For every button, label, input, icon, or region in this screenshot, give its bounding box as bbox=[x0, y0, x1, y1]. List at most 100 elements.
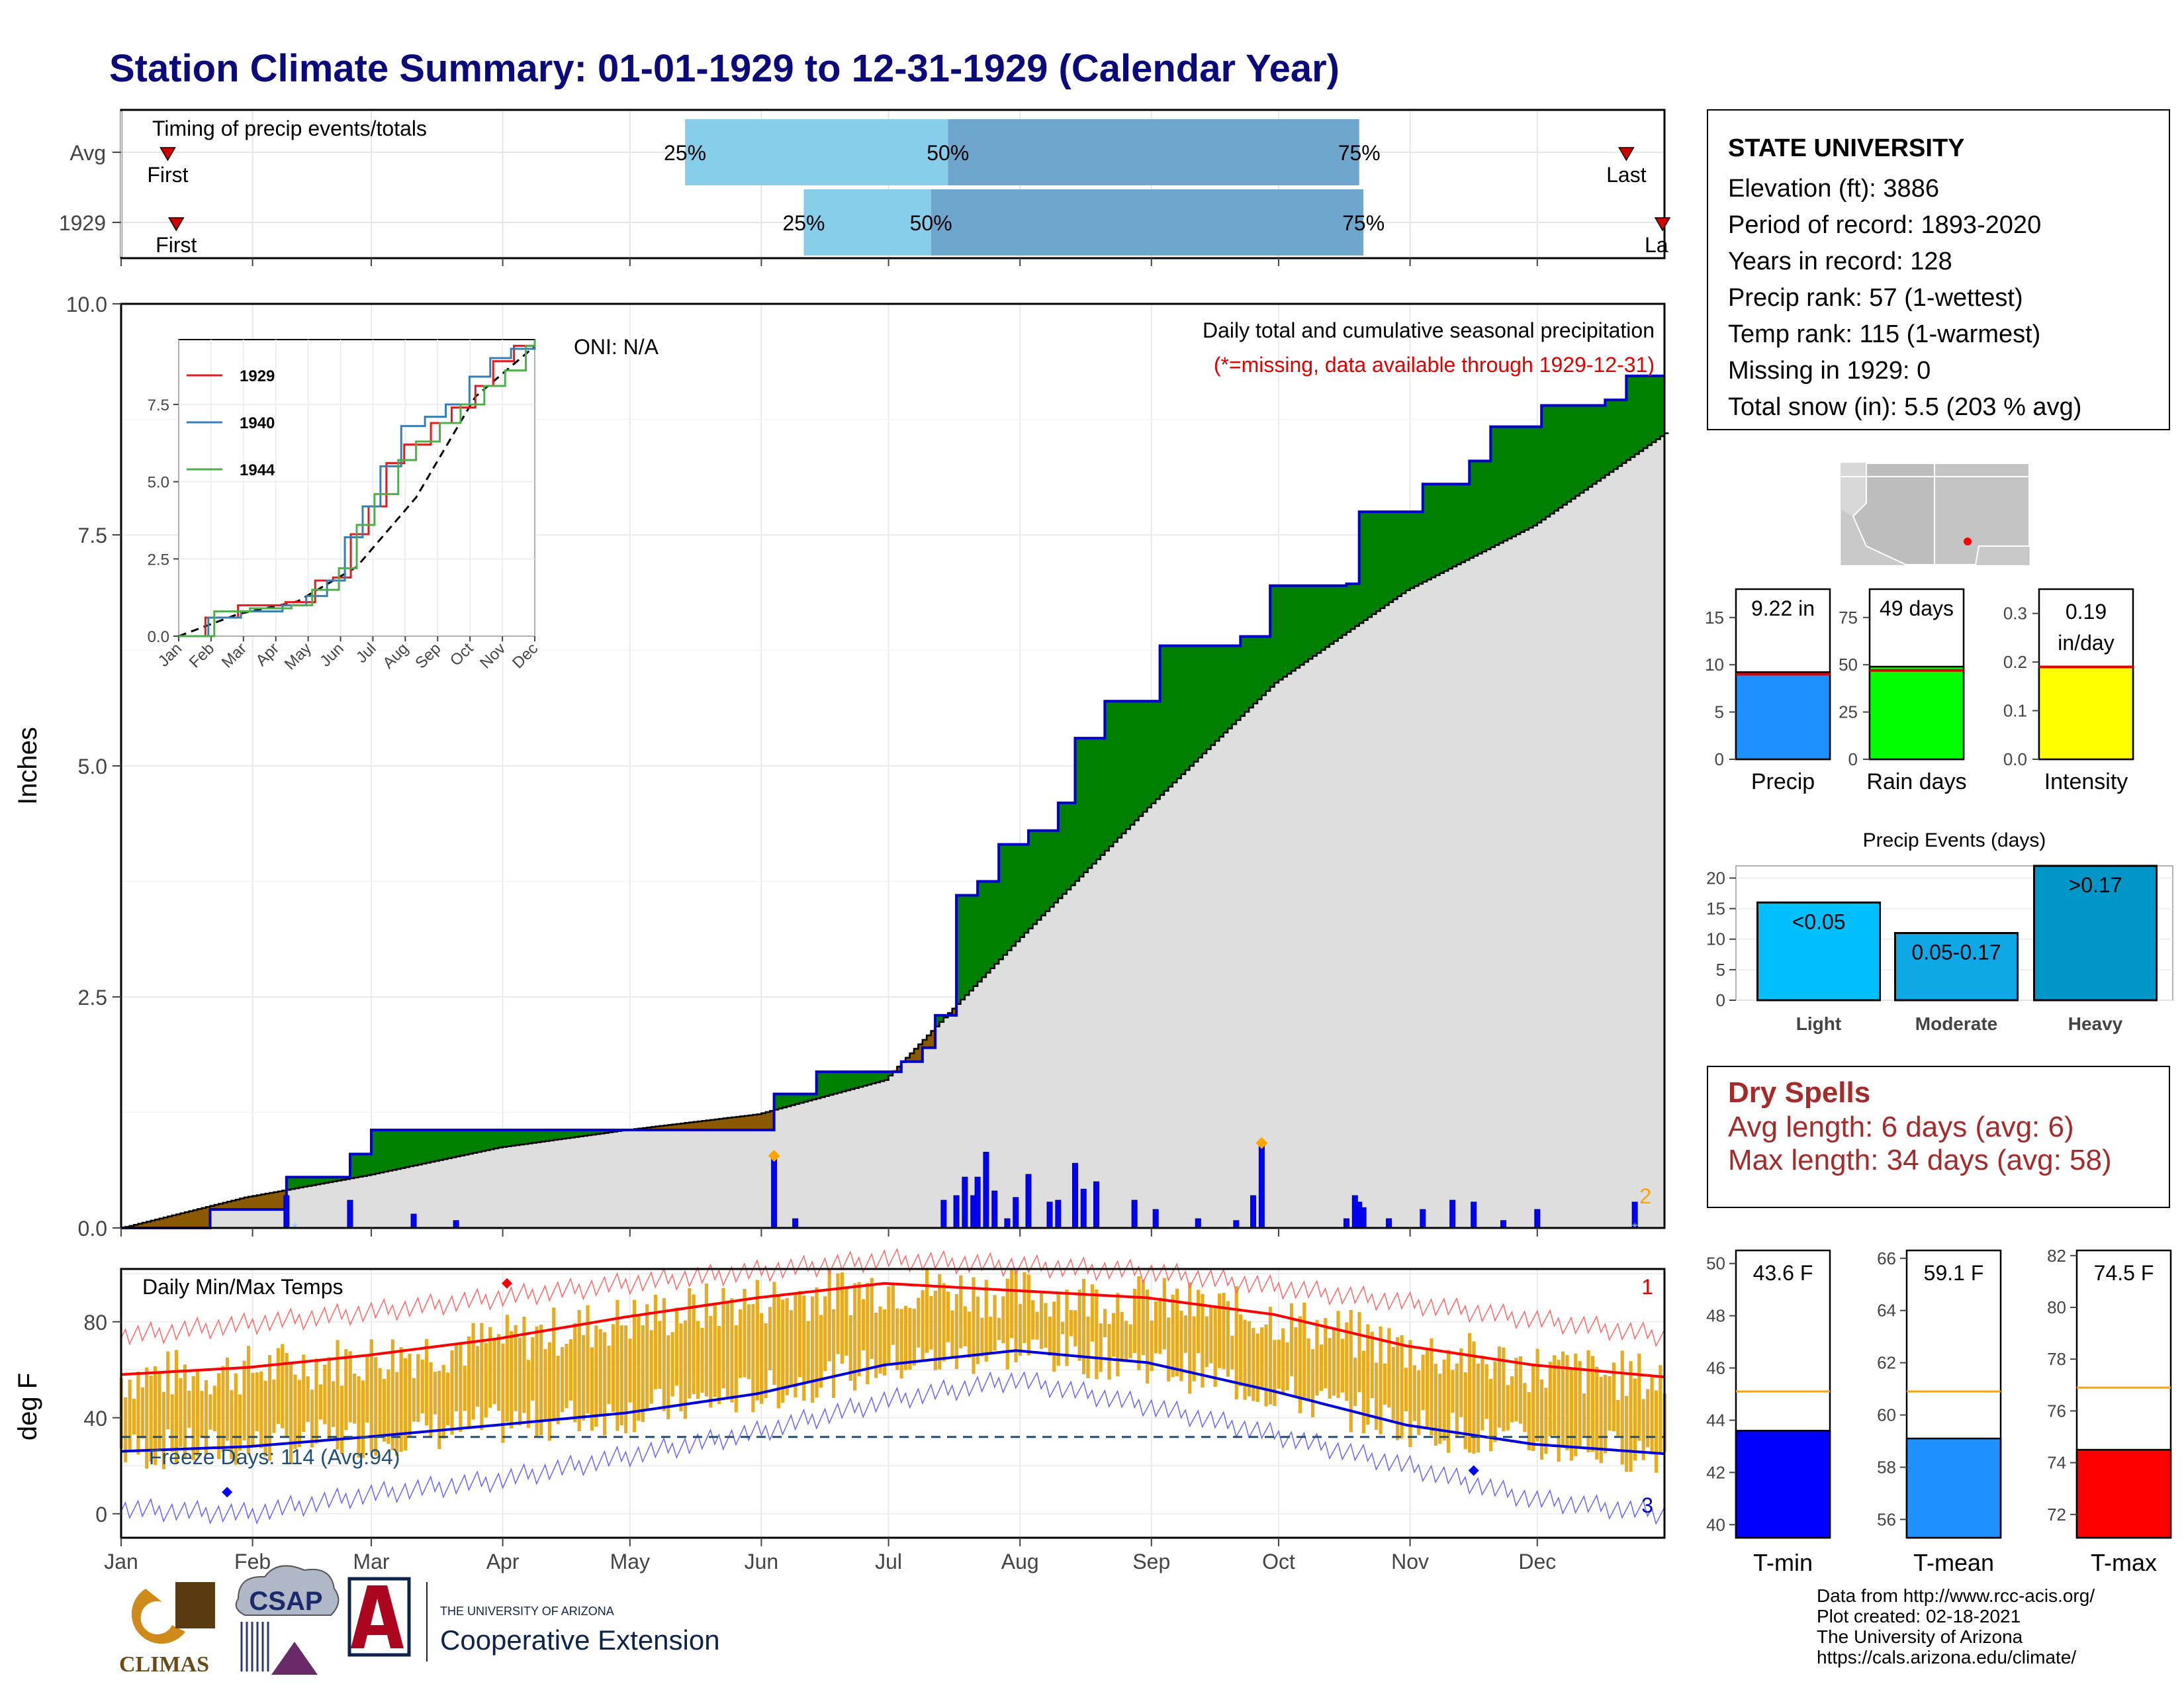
precip-departure-fill bbox=[871, 1072, 876, 1084]
daily-precip-bar bbox=[771, 1158, 778, 1229]
daily-temp-bar bbox=[1582, 1393, 1586, 1436]
daily-temp-bar bbox=[1209, 1305, 1213, 1364]
precip-departure-fill bbox=[1435, 484, 1441, 575]
inset-legend-label: 1929 bbox=[240, 367, 275, 385]
daily-temp-bar bbox=[501, 1343, 505, 1443]
precip-departure-fill bbox=[1240, 636, 1246, 716]
daily-temp-bar bbox=[1463, 1372, 1467, 1450]
precip-departure-fill bbox=[244, 1197, 249, 1210]
precip-departure-fill bbox=[1257, 636, 1262, 700]
daily-precip-bar bbox=[1233, 1220, 1240, 1229]
daily-temp-bar bbox=[942, 1283, 946, 1362]
temp-bar-tick-label: 44 bbox=[1706, 1410, 1725, 1430]
daily-temp-bar bbox=[1052, 1301, 1056, 1372]
precip-departure-fill bbox=[1579, 405, 1584, 493]
precip-departure-fill bbox=[770, 1111, 775, 1131]
daily-temp-bar bbox=[420, 1359, 424, 1414]
inset-ytick-label: 2.5 bbox=[148, 551, 169, 569]
daily-temp-bar bbox=[739, 1309, 743, 1378]
freeze-days-label: Freeze Days: 114 (Avg:94) bbox=[149, 1445, 400, 1469]
daily-temp-bar bbox=[510, 1331, 514, 1429]
daily-temp-bar bbox=[1523, 1383, 1527, 1432]
precip-departure-fill bbox=[1193, 645, 1199, 762]
daily-temp-bar bbox=[717, 1325, 721, 1405]
daily-temp-bar bbox=[569, 1339, 572, 1401]
precip-departure-fill bbox=[1083, 738, 1089, 872]
daily-temp-bar bbox=[658, 1321, 662, 1389]
missing-note: (*=missing, data available through 1929-… bbox=[1214, 353, 1655, 377]
daily-temp-bar bbox=[768, 1307, 772, 1371]
daily-temp-bar bbox=[730, 1298, 734, 1403]
daily-temp-bar bbox=[1421, 1354, 1425, 1411]
climas-logo-block bbox=[175, 1582, 215, 1628]
precip-departure-fill bbox=[388, 1130, 393, 1171]
summary-value-label: 9.22 in bbox=[1751, 596, 1815, 620]
precip-departure-fill bbox=[1431, 484, 1436, 578]
daily-temp-bar bbox=[950, 1310, 954, 1358]
month-label: Feb bbox=[234, 1550, 271, 1573]
precip-departure-fill bbox=[1003, 844, 1008, 955]
precip-departure-fill bbox=[765, 1111, 770, 1131]
quartile-bar-lower bbox=[685, 119, 948, 185]
precip-departure-fill bbox=[502, 1130, 508, 1147]
daily-temp-bar bbox=[670, 1332, 674, 1397]
event-bar bbox=[1756, 901, 1881, 1002]
temp-bar-tick-label: 56 bbox=[1877, 1509, 1896, 1529]
precip-departure-fill bbox=[286, 1177, 291, 1190]
event-bar-text: 0.05-0.17 bbox=[1911, 941, 2001, 964]
inset-ytick-label: 7.5 bbox=[148, 397, 169, 414]
daily-temp-bar bbox=[496, 1334, 501, 1411]
summary-tick-label: 0.3 bbox=[2003, 604, 2027, 624]
precip-departure-fill bbox=[782, 1094, 788, 1107]
precip-departure-fill bbox=[952, 1008, 957, 1015]
csap-logo-text: CSAP bbox=[249, 1587, 322, 1616]
daily-temp-bar bbox=[607, 1345, 611, 1405]
events-tick-label: 10 bbox=[1706, 929, 1725, 949]
daily-temp-bar bbox=[963, 1306, 967, 1346]
daily-temp-bar bbox=[615, 1299, 619, 1431]
climas-logo-text: CLIMAS bbox=[119, 1652, 209, 1677]
daily-temp-bar bbox=[1408, 1340, 1412, 1448]
summary-tick-label: 10 bbox=[1705, 655, 1724, 675]
daily-temp-bar bbox=[899, 1309, 903, 1379]
daily-precip-bar bbox=[1471, 1201, 1477, 1229]
daily-temp-bar bbox=[823, 1296, 827, 1372]
precip-departure-fill bbox=[1388, 512, 1394, 602]
daily-temp-bar bbox=[1455, 1364, 1459, 1437]
daily-temp-bar bbox=[225, 1357, 230, 1441]
precip-departure-fill bbox=[1092, 738, 1097, 864]
dry-spells-title: Dry Spells bbox=[1728, 1076, 1871, 1109]
daily-temp-bar bbox=[1459, 1348, 1463, 1417]
precip-departure-fill bbox=[1457, 484, 1462, 565]
precip-departure-fill bbox=[566, 1130, 571, 1139]
pct-label: 75% bbox=[1342, 211, 1385, 235]
daily-temp-bar bbox=[1069, 1309, 1073, 1336]
precip-departure-fill bbox=[1567, 405, 1572, 502]
temp-bar bbox=[2075, 1448, 2172, 1539]
daily-precip-bar bbox=[1131, 1199, 1138, 1229]
credit-line: Data from http://www.rcc-acis.org/ bbox=[1817, 1585, 2095, 1606]
daily-temp-bar bbox=[1077, 1289, 1081, 1361]
temp-bar-label: T-mean bbox=[1913, 1549, 1994, 1576]
daily-temp-bar bbox=[395, 1372, 399, 1456]
daily-temp-bar bbox=[1324, 1318, 1328, 1389]
daily-temp-bar bbox=[1561, 1351, 1565, 1446]
precip-departure-fill bbox=[1142, 701, 1148, 812]
daily-temp-bar bbox=[204, 1380, 208, 1455]
precip-departure-fill bbox=[821, 1072, 826, 1098]
event-bar-text: <0.05 bbox=[1792, 910, 1846, 933]
precip-departure-fill bbox=[1473, 461, 1479, 556]
summary-tick-label: 0.2 bbox=[2003, 652, 2027, 672]
precip-departure-fill bbox=[655, 1126, 660, 1131]
daily-temp-bar bbox=[653, 1295, 658, 1389]
daily-temp-bar bbox=[1081, 1279, 1086, 1375]
temp-count-top: 1 bbox=[1641, 1275, 1653, 1299]
daily-temp-bar bbox=[1175, 1288, 1179, 1376]
summary-bar bbox=[1735, 671, 1831, 761]
daily-temp-bar bbox=[1633, 1378, 1637, 1461]
precip-departure-fill bbox=[557, 1130, 563, 1140]
precip-departure-fill bbox=[562, 1130, 567, 1139]
precip-departure-fill bbox=[1520, 426, 1525, 532]
precip-departure-fill bbox=[269, 1193, 275, 1210]
page-title: Station Climate Summary: 01-01-1929 to 1… bbox=[109, 47, 1340, 90]
